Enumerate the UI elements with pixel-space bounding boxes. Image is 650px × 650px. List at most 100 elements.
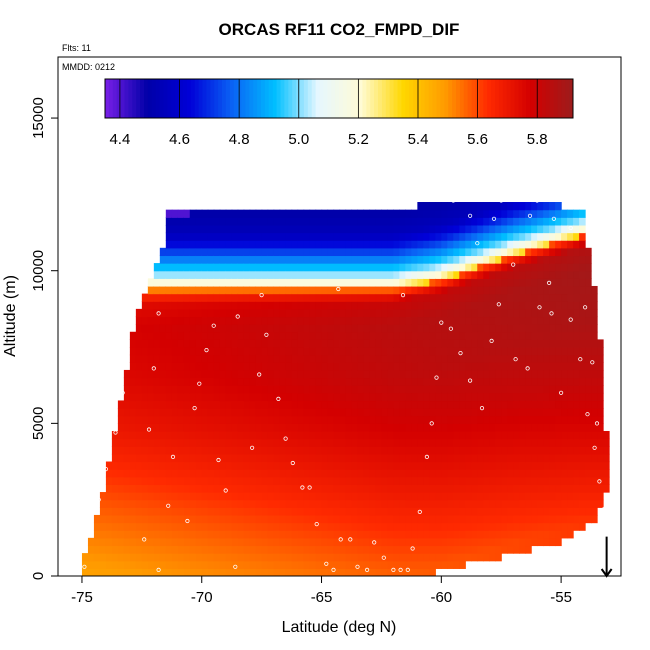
heatmap-cell	[549, 202, 556, 211]
heatmap-cell	[411, 553, 418, 562]
heatmap-cell	[489, 347, 496, 356]
x-axis-label: Latitude (deg N)	[282, 619, 397, 636]
heatmap-cell	[387, 209, 394, 218]
heatmap-cell	[585, 461, 592, 470]
heatmap-cell	[147, 362, 155, 371]
heatmap-cell	[555, 308, 562, 318]
heatmap-cell	[297, 255, 305, 264]
heatmap-cell	[291, 293, 299, 302]
heatmap-cell	[291, 438, 299, 447]
heatmap-cell	[585, 339, 592, 348]
heatmap-cell	[123, 400, 131, 409]
heatmap-cell	[297, 453, 305, 463]
flight-track-point	[527, 213, 533, 218]
heatmap-cell	[243, 545, 251, 554]
heatmap-cell	[285, 324, 293, 333]
heatmap-cell	[309, 270, 317, 279]
heatmap-cell	[495, 263, 502, 272]
heatmap-cell	[225, 232, 233, 241]
heatmap-cell	[183, 232, 191, 241]
heatmap-cell	[465, 430, 472, 440]
heatmap-cell	[159, 354, 167, 363]
heatmap-cell	[579, 224, 586, 234]
heatmap-cell	[219, 492, 227, 501]
heatmap-cell	[213, 499, 221, 508]
heatmap-cell	[135, 385, 143, 394]
heatmap-cell	[393, 247, 400, 257]
heatmap-cell	[183, 369, 191, 379]
heatmap-cell	[357, 362, 365, 371]
colorbar-swatch	[218, 79, 223, 118]
heatmap-cell	[429, 354, 436, 363]
heatmap-cell	[279, 377, 287, 386]
heatmap-cell	[177, 293, 185, 302]
heatmap-cell	[567, 453, 574, 463]
heatmap-cell	[369, 385, 377, 394]
heatmap-cell	[507, 408, 514, 417]
heatmap-cell	[381, 484, 389, 493]
heatmap-cell	[309, 247, 317, 257]
heatmap-cell	[201, 316, 209, 325]
flight-track-point	[290, 460, 295, 466]
colorbar-swatch	[362, 79, 367, 118]
heatmap-cell	[399, 232, 406, 241]
heatmap-cell	[207, 316, 215, 325]
heatmap-cell	[405, 438, 412, 447]
heatmap-cell	[207, 423, 215, 432]
heatmap-cell	[519, 492, 526, 501]
heatmap-cell	[183, 423, 191, 432]
heatmap-cell	[597, 339, 604, 348]
heatmap-cell	[411, 369, 418, 379]
heatmap-cell	[573, 453, 580, 463]
flight-track-point	[448, 326, 453, 331]
heatmap-cell	[165, 530, 173, 539]
heatmap-cell	[249, 339, 257, 348]
heatmap-cell	[417, 461, 424, 470]
heatmap-cell	[135, 476, 143, 486]
heatmap-cell	[345, 514, 353, 524]
flight-track-point	[185, 518, 190, 524]
heatmap-cell	[459, 553, 466, 562]
heatmap-cell	[429, 514, 436, 524]
heatmap-cell	[129, 507, 137, 516]
heatmap-cell	[141, 461, 149, 470]
heatmap-cell	[549, 484, 556, 493]
heatmap-cell	[321, 270, 329, 279]
heatmap-cell	[525, 392, 532, 402]
date-annotation: MMDD: 0212	[62, 62, 115, 72]
heatmap-cell	[483, 240, 490, 249]
heatmap-cell	[231, 430, 239, 440]
flight-track-point	[197, 381, 202, 386]
heatmap-cell	[243, 392, 251, 402]
heatmap-cell	[129, 354, 137, 363]
heatmap-cell	[405, 308, 412, 318]
heatmap-cell	[417, 247, 424, 257]
heatmap-cell	[183, 568, 191, 576]
heatmap-cell	[417, 392, 424, 402]
heatmap-cell	[537, 209, 544, 218]
heatmap-cell	[447, 224, 454, 234]
heatmap-cell	[597, 415, 604, 424]
heatmap-cell	[399, 270, 406, 279]
heatmap-cell	[303, 324, 311, 333]
heatmap-cell	[501, 400, 508, 409]
heatmap-cell	[153, 362, 161, 371]
heatmap-cell	[201, 408, 209, 417]
heatmap-cell	[453, 316, 460, 325]
heatmap-cell	[165, 560, 173, 569]
heatmap-cell	[183, 255, 191, 264]
heatmap-cell	[381, 507, 389, 516]
heatmap-cell	[537, 423, 544, 432]
heatmap-cell	[525, 347, 532, 356]
heatmap-cell	[393, 270, 400, 279]
heatmap-cell	[135, 354, 143, 363]
heatmap-cell	[507, 232, 514, 241]
heatmap-cell	[597, 385, 604, 394]
heatmap-cell	[327, 514, 335, 524]
heatmap-cell	[519, 400, 526, 409]
heatmap-cell	[231, 209, 239, 218]
heatmap-cell	[549, 469, 556, 478]
heatmap-cell	[477, 377, 484, 386]
heatmap-cell	[567, 347, 574, 356]
heatmap-cell	[141, 362, 149, 371]
